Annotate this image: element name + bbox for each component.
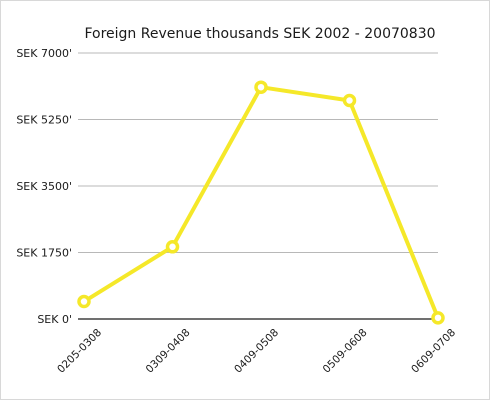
series-line [82,85,440,320]
x-tick-label: 0409-0508 [232,327,281,376]
chart-title: Foreign Revenue thousands SEK 2002 - 200… [84,26,436,42]
y-tick-label: SEK 7000' [16,47,72,60]
x-tick-label: 0309-0408 [144,327,193,376]
y-tick-label: SEK 3500' [16,180,72,193]
data-point [77,294,91,309]
y-tick-label: SEK 5250' [16,114,72,127]
data-point [165,240,180,254]
y-tick-label: SEK 1750' [16,247,72,260]
data-point [254,80,268,94]
x-tick-label: 0205-0308 [55,327,104,376]
y-tick-label: SEK 0' [37,313,72,326]
x-tick-label: 0609-0708 [409,327,458,376]
x-tick-label: 0509-0608 [321,327,370,376]
data-point [431,311,445,325]
data-point [342,93,357,108]
